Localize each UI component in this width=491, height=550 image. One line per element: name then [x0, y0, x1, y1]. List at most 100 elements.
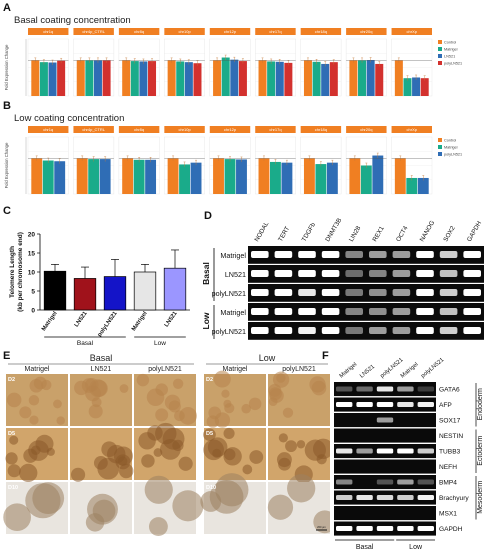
panel-e-colony-1-3-8: [242, 464, 253, 475]
panel-f-layer-label-0: Endoderm: [477, 388, 484, 420]
panel-b-legend-label-2: polyLN521: [444, 153, 462, 157]
panel-a-strip-0: [28, 28, 69, 35]
panel-e-colony-0-3-5: [248, 397, 262, 411]
panel-a-strip-label-0: chr1q: [43, 29, 53, 34]
panel-e-column-label-0: Matrigel: [25, 366, 50, 373]
panel-e-colony-0-3-0: [221, 389, 230, 398]
panel-b-bar-2-1: [133, 159, 145, 194]
panel-f-layer-label-1: Ectoderm: [477, 436, 484, 466]
panel-c-xtick-label-1: LN521: [74, 310, 89, 328]
panel-a-bar-4-0: [213, 60, 222, 96]
panel-f-column-label-3: Matrigel: [400, 362, 420, 380]
panel-f-band-6-4: [417, 479, 434, 485]
panel-d-marker-7: NANOG: [419, 219, 437, 243]
panel-a-strip-1: [73, 28, 114, 35]
panel-d-band-3-1: [274, 308, 293, 315]
panel-e-colony-1-1-6: [70, 467, 86, 482]
panel-c-ytick-label-4: 20: [28, 231, 36, 238]
panel-f-band-6-0: [336, 479, 353, 485]
panel-b-strip-0: [28, 126, 69, 133]
panel-e-colony-1-0-6: [5, 452, 18, 465]
panel-e-colony-2-4-2: [267, 494, 294, 520]
panel-b-bar-2-2: [145, 159, 157, 194]
panel-c-label: C: [3, 205, 11, 217]
panel-a-legend-label-3: polyLN521: [444, 62, 462, 66]
panel-c-chart: Telomere Length (kb per chromosome end) 0 5…: [9, 231, 190, 347]
panel-e-day-label-1-3: D5: [206, 431, 213, 437]
panel-a-bar-3-3: [193, 63, 202, 96]
panel-e-day-label-2-3: D10: [206, 485, 216, 491]
panel-f-band-7-0: [336, 495, 353, 500]
panel-d-band-3-3: [321, 308, 340, 315]
panel-f-lane-strip-8: [334, 506, 436, 521]
panel-d-band-1-9: [463, 270, 481, 277]
panel-f-band-9-4: [417, 526, 434, 531]
panel-a-strip-label-5: chr17q: [269, 29, 281, 34]
panel-a-bar-2-1: [130, 61, 139, 96]
panel-d-band-0-6: [392, 251, 411, 258]
panel-e-colony-0-2-0: [136, 373, 150, 387]
panel-e-colony-1-1-2: [119, 463, 134, 479]
panel-d-row-label-1: LN521: [225, 270, 246, 279]
panel-f-band-6-2: [376, 479, 394, 485]
panel-e-colony-1-3-6: [203, 439, 224, 461]
panel-b-strip-label-7: chr20q: [360, 127, 372, 132]
panel-d-band-0-3: [321, 251, 340, 258]
panel-b-bar-4-0: [213, 158, 224, 194]
panel-e-colony-0-0-7: [56, 416, 65, 425]
panel-f-gene-label-0: GATA6: [439, 387, 460, 394]
panel-d-band-0-4: [345, 251, 363, 258]
panel-d-band-3-5: [369, 308, 387, 315]
panel-f-band-4-4: [417, 448, 434, 454]
panel-f-band-6-3: [397, 479, 414, 485]
panel-e-colony-1-0-8: [28, 440, 49, 461]
panel-e-colony-0-3-3: [223, 399, 232, 408]
panel-e-colony-1-1-8: [106, 444, 126, 464]
panel-a-bar-5-2: [275, 61, 284, 96]
panel-f-gene-label-9: GAPDH: [439, 526, 463, 533]
panel-d-lane-strip-3: [248, 303, 484, 321]
panel-e-colony-0-4-6: [282, 407, 294, 418]
panel-f-band-2-2: [376, 417, 394, 423]
panel-a-bar-7-2: [366, 60, 375, 96]
panel-b-bar-0-2: [54, 161, 66, 194]
panel-b-legend-swatch-0: [438, 138, 442, 142]
panel-e-colony-0-1-8: [74, 380, 89, 396]
panel-a-bar-4-1: [221, 57, 230, 96]
panel-d-band-2-7: [416, 289, 434, 296]
panel-d-band-3-9: [463, 308, 481, 315]
panel-e-column-label-4: polyLN521: [282, 366, 316, 373]
panel-a-bar-2-3: [148, 61, 157, 96]
panel-a-bar-6-1: [312, 61, 321, 96]
panel-a-strip-label-6: chr18q: [315, 29, 327, 34]
panel-b-bar-1-0: [76, 158, 88, 194]
panel-e-colony-1-0-5: [9, 435, 19, 445]
panel-d-band-4-3: [321, 327, 340, 334]
panel-d-marker-2: TDGFb: [301, 221, 318, 243]
panel-e-colony-1-1-5: [97, 457, 120, 480]
panel-c-xtick-label-4: LN521: [164, 310, 179, 328]
panel-b-legend-label-0: Control: [444, 139, 456, 143]
panel-a-legend-swatch-0: [438, 40, 442, 44]
panel-e-column-label-1: LN521: [91, 366, 112, 373]
panel-e-colony-0-0-8: [29, 415, 39, 425]
panel-e-colony-0-3-6: [208, 406, 222, 420]
panel-a-label: A: [3, 2, 11, 14]
panel-a-strip-label-8: chrXp: [407, 29, 418, 34]
panel-f-band-4-0: [336, 448, 353, 454]
panel-c-ytick-label-0: 0: [31, 307, 35, 314]
panel-d-band-1-1: [274, 270, 293, 277]
panel-e-colony-0-0-1: [28, 395, 40, 406]
panel-a-strip-6: [300, 28, 342, 35]
panel-e-colony-1-4-5: [278, 433, 288, 443]
panel-d-band-2-9: [463, 289, 481, 296]
panel-d-marker-3: DNMT3B: [324, 217, 343, 243]
panel-a-bar-8-0: [394, 60, 403, 96]
panel-b-bar-5-2: [281, 162, 293, 194]
panel-e-colony-0-3-8: [241, 403, 251, 414]
panel-f-gene-label-7: Brachyury: [439, 495, 469, 502]
panel-b-legend-swatch-1: [438, 145, 442, 149]
panel-e-colony-1-3-7: [223, 427, 235, 439]
panel-b-bar-6-1: [315, 164, 327, 194]
